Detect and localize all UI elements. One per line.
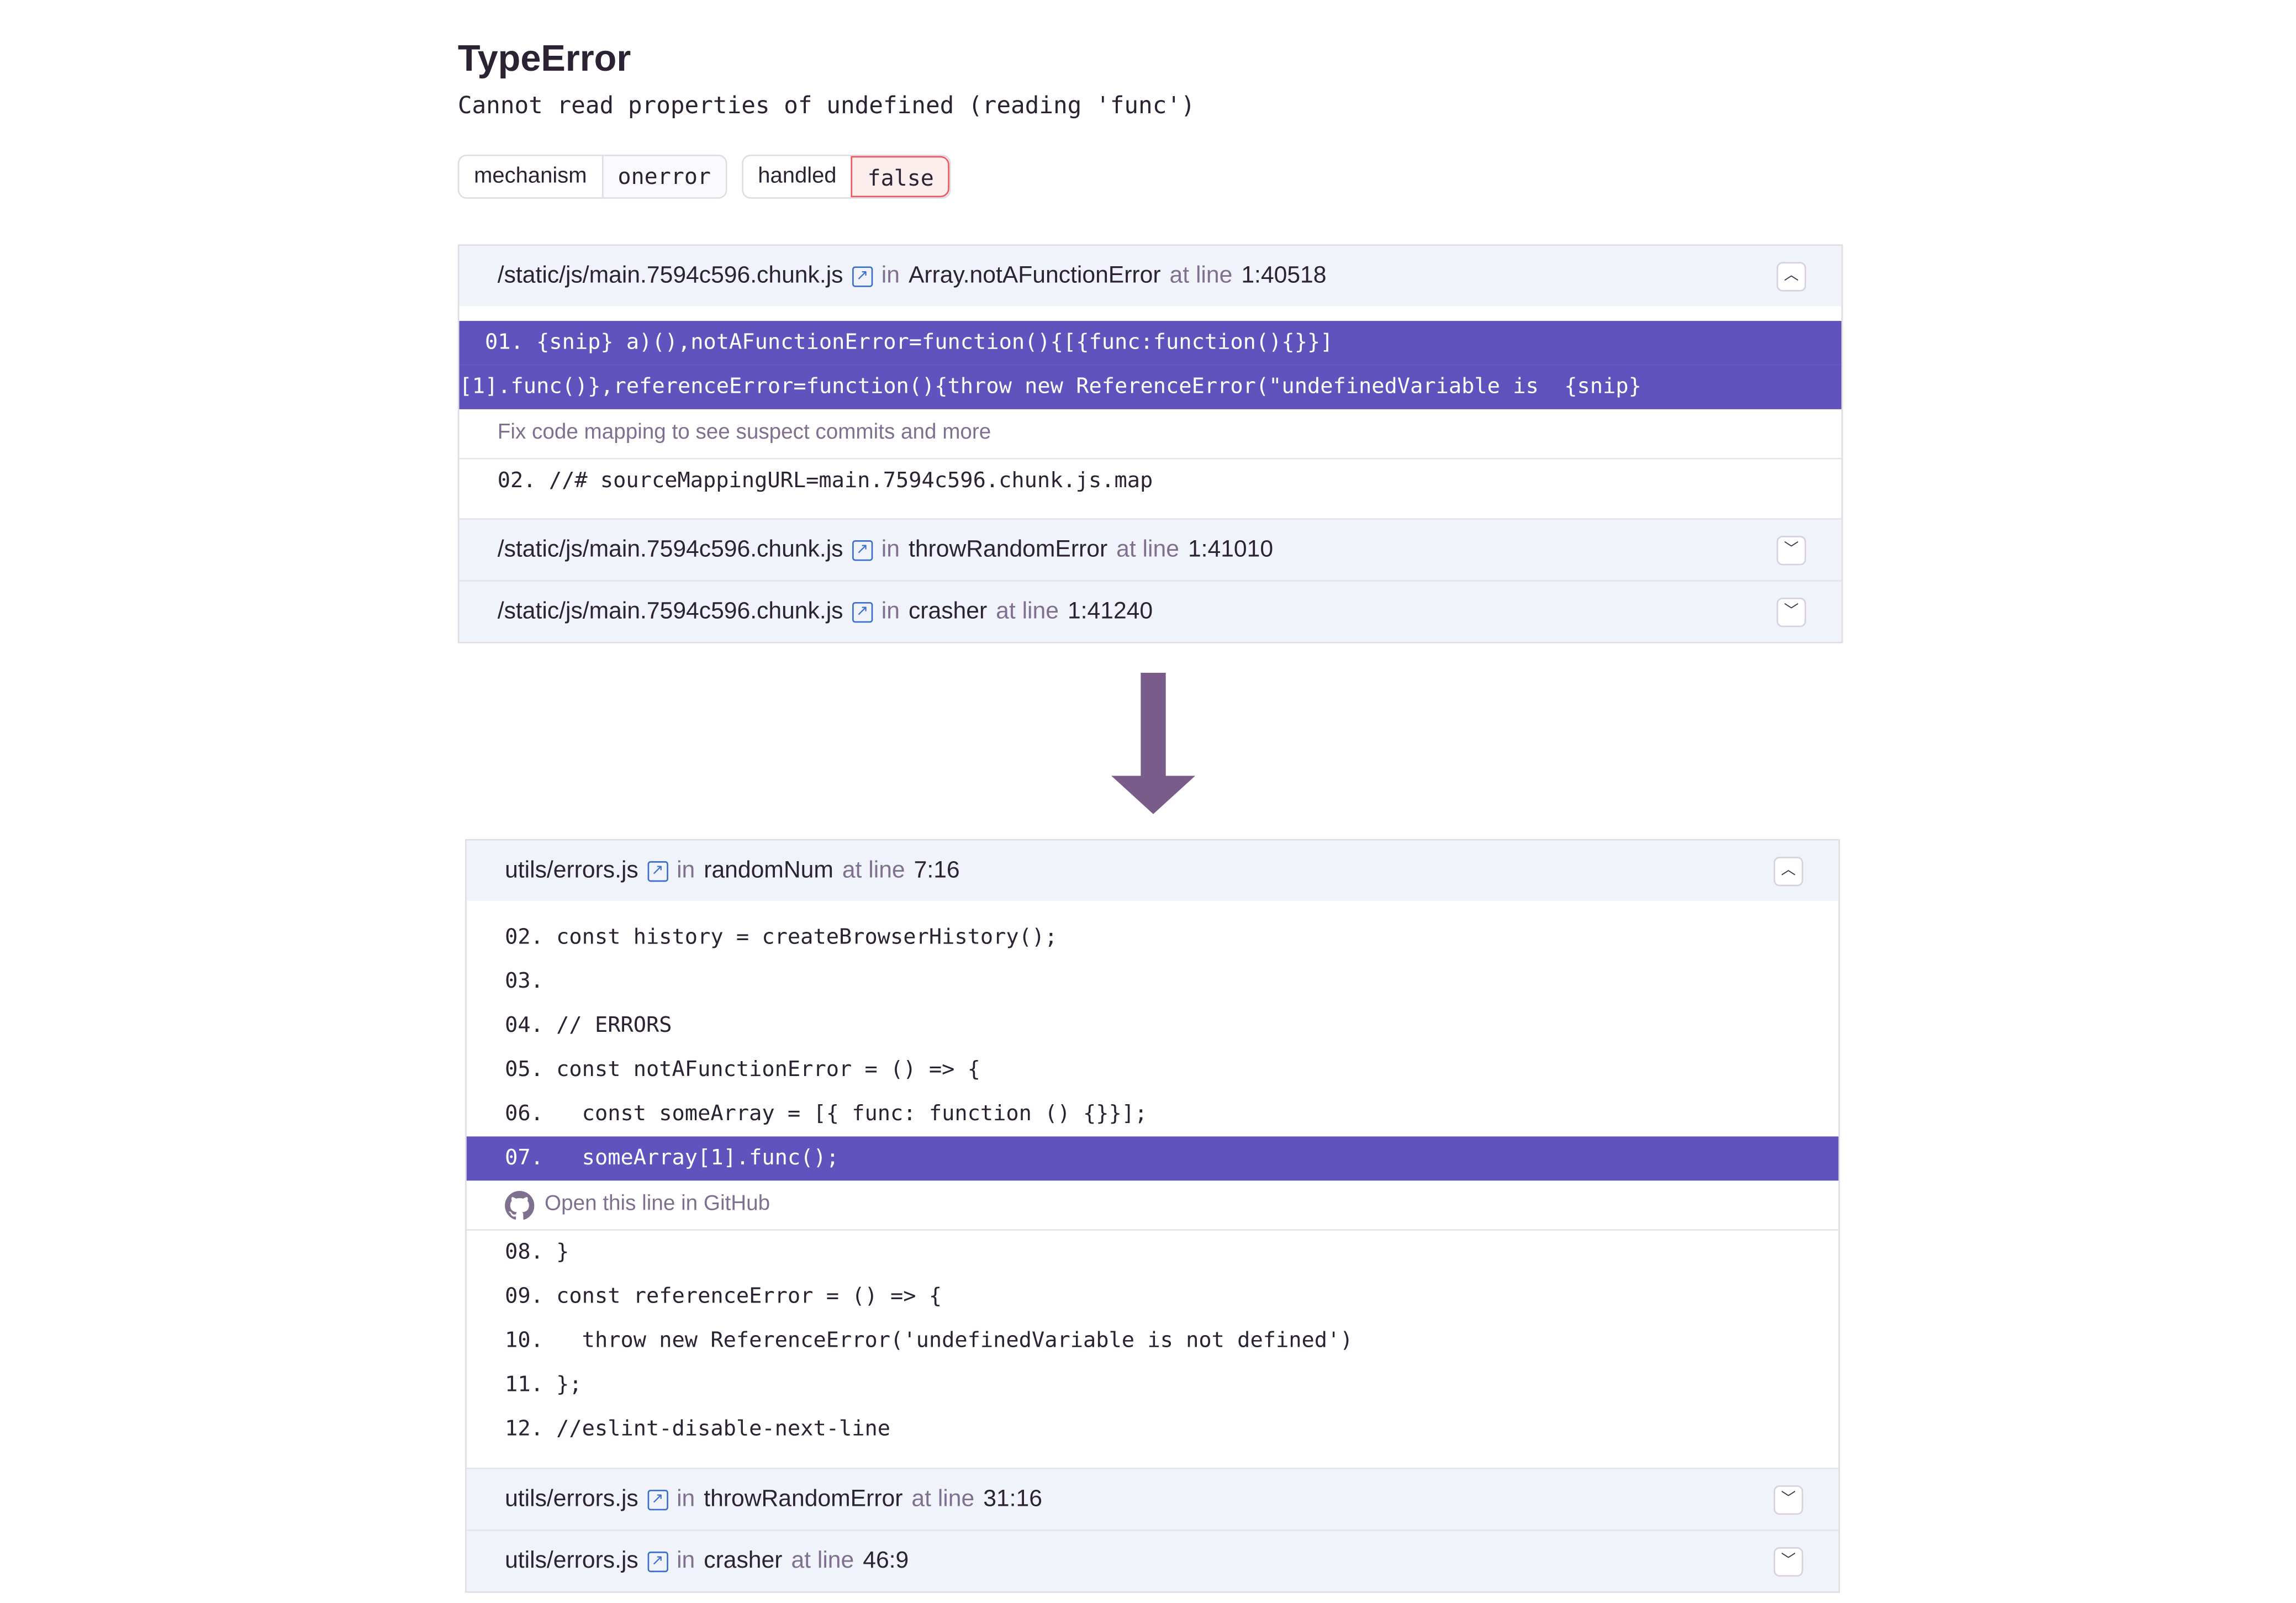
- github-link-label: Open this line in GitHub: [545, 1192, 770, 1216]
- code-line: 08. }: [505, 1241, 569, 1265]
- frame-in: in: [677, 1486, 695, 1511]
- frame-file: /static/js/main.7594c596.chunk.js: [497, 598, 843, 624]
- chevron-up-icon[interactable]: ︿: [1774, 856, 1803, 885]
- code-line: 02. //# sourceMappingURL=main.7594c596.c…: [497, 470, 1153, 493]
- code-line: 11. };: [505, 1373, 582, 1398]
- frame-in: in: [881, 262, 900, 288]
- mapped-stacktrace: utils/errors.js ↗ in randomNum at line 7:16 ︿ …: [465, 839, 1840, 1593]
- frame-file: utils/errors.js: [505, 857, 638, 883]
- tag-value: false: [851, 156, 951, 198]
- stack-frame[interactable]: /static/js/main.7594c596.chunk.js ↗ in thro…: [459, 518, 1841, 581]
- code-line-highlighted: [1].func()},referenceError=function(){th…: [459, 365, 1841, 409]
- arrow-down-icon: [1111, 672, 1195, 814]
- frame-file: /static/js/main.7594c596.chunk.js: [497, 536, 843, 562]
- error-type: TypeError: [457, 38, 631, 80]
- github-icon: [505, 1190, 535, 1219]
- code-line: 05. const notAFunctionError = () => {: [505, 1058, 980, 1082]
- stack-frame[interactable]: /static/js/main.7594c596.chunk.js ↗ in Arra…: [459, 246, 1841, 307]
- frame-function: crasher: [908, 598, 988, 624]
- frame-location: 31:16: [983, 1486, 1042, 1511]
- frame-function: throwRandomError: [908, 536, 1108, 562]
- tag-mechanism[interactable]: mechanism onerror: [457, 154, 727, 199]
- tag-handled[interactable]: handled false: [741, 154, 952, 199]
- error-message: Cannot read properties of undefined (rea…: [457, 91, 1195, 119]
- code-line-highlighted: 07. someArray[1].func();: [466, 1136, 1839, 1181]
- minified-stacktrace: /static/js/main.7594c596.chunk.js ↗ in Arra…: [457, 244, 1843, 644]
- fix-code-mapping-link[interactable]: Fix code mapping to see suspect commits …: [459, 409, 1841, 460]
- tag-value: onerror: [601, 156, 726, 198]
- chevron-down-icon[interactable]: ﹀: [1776, 535, 1806, 565]
- external-link-icon[interactable]: ↗: [647, 1489, 668, 1510]
- stack-frame[interactable]: /static/js/main.7594c596.chunk.js ↗ in cras…: [459, 580, 1841, 642]
- frame-location: 1:40518: [1241, 262, 1327, 288]
- tag-key: handled: [758, 163, 837, 189]
- tag-pills: mechanism onerror handled false: [457, 154, 952, 199]
- stack-frame[interactable]: utils/errors.js ↗ in randomNum at line 7:16 ︿: [466, 840, 1839, 901]
- frame-in: in: [881, 536, 900, 562]
- code-line-highlighted: 01. {snip} a)(),notAFunctionError=functi…: [459, 320, 1841, 365]
- external-link-icon[interactable]: ↗: [852, 539, 873, 561]
- chevron-up-icon[interactable]: ︿: [1776, 261, 1806, 291]
- code-line: 10. throw new ReferenceError('undefinedV…: [505, 1329, 1353, 1353]
- frame-location: 1:41010: [1187, 536, 1274, 562]
- frame-location: 1:41240: [1067, 598, 1153, 624]
- frame-at: at line: [996, 598, 1059, 624]
- code-line: 03.: [505, 970, 543, 994]
- frame-function: randomNum: [704, 857, 833, 883]
- stack-frame[interactable]: utils/errors.js ↗ in crasher at line 46:9 ﹀: [466, 1529, 1839, 1591]
- chevron-down-icon[interactable]: ﹀: [1774, 1546, 1803, 1576]
- frame-file: /static/js/main.7594c596.chunk.js: [497, 262, 843, 288]
- frame-at: at line: [842, 857, 905, 883]
- external-link-icon[interactable]: ↗: [647, 860, 668, 882]
- frame-at: at line: [911, 1486, 975, 1511]
- frame-location: 7:16: [914, 857, 960, 883]
- external-link-icon[interactable]: ↗: [647, 1551, 668, 1572]
- frame-file: utils/errors.js: [505, 1548, 638, 1573]
- frame-at: at line: [1169, 262, 1233, 288]
- code-line: 09. const referenceError = () => {: [505, 1285, 942, 1309]
- frame-in: in: [677, 857, 695, 883]
- frame-at: at line: [791, 1548, 854, 1573]
- chevron-down-icon[interactable]: ﹀: [1776, 597, 1806, 626]
- code-line: 04. // ERRORS: [505, 1014, 672, 1038]
- code-line: 12. //eslint-disable-next-line: [505, 1417, 891, 1442]
- tag-key: mechanism: [474, 163, 587, 189]
- open-in-github-link[interactable]: Open this line in GitHub: [466, 1180, 1839, 1231]
- frame-function: throwRandomError: [704, 1486, 903, 1511]
- frame-location: 46:9: [863, 1548, 909, 1573]
- code-line: 06. const someArray = [{ func: function …: [505, 1103, 1148, 1126]
- frame-in: in: [881, 598, 900, 624]
- frame-function: crasher: [704, 1548, 783, 1573]
- stack-frame[interactable]: utils/errors.js ↗ in throwRandomError at lin…: [466, 1468, 1839, 1530]
- frame-in: in: [677, 1548, 695, 1573]
- frame-at: at line: [1116, 536, 1179, 562]
- frame-file: utils/errors.js: [505, 1486, 638, 1511]
- frame-function: Array.notAFunctionError: [908, 262, 1161, 288]
- external-link-icon[interactable]: ↗: [852, 266, 873, 287]
- external-link-icon[interactable]: ↗: [852, 601, 873, 622]
- code-line: 02. const history = createBrowserHistory…: [505, 926, 1058, 950]
- chevron-down-icon[interactable]: ﹀: [1774, 1484, 1803, 1514]
